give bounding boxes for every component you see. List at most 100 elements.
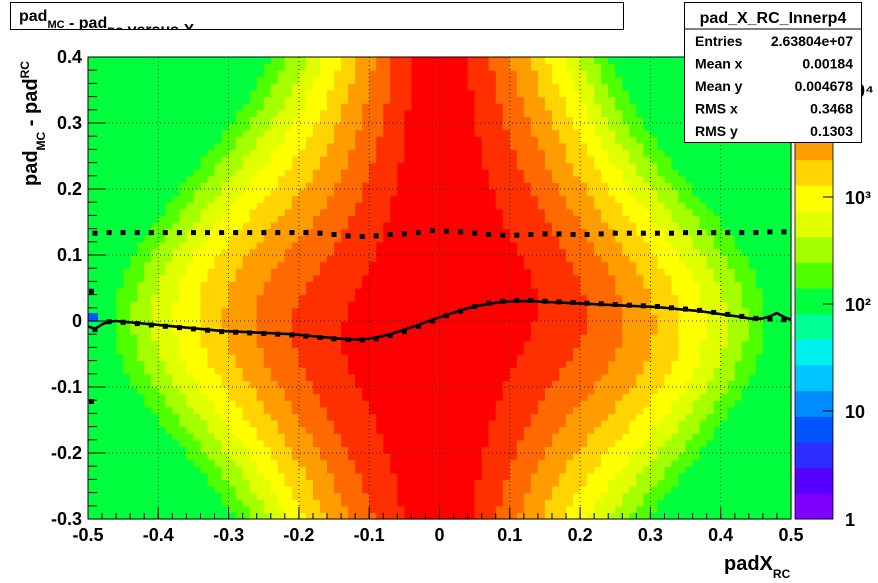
heatmap-cell [249, 380, 258, 388]
heatmap-cell [270, 426, 279, 434]
heatmap-cell [355, 156, 363, 164]
heatmap-cell [263, 433, 272, 441]
heatmap-cell [102, 149, 110, 157]
heatmap-cell [481, 149, 490, 157]
heatmap-cell [516, 453, 525, 461]
heatmap-cell [334, 354, 342, 362]
heatmap-cell [327, 288, 335, 296]
heatmap-cell [446, 281, 455, 289]
heatmap-cell [523, 241, 532, 249]
heatmap-cell [165, 420, 173, 428]
heatmap-cell [158, 109, 166, 117]
heatmap-cell [509, 109, 518, 117]
heatmap-cell [439, 406, 448, 414]
heatmap-cell [587, 354, 595, 362]
heatmap-cell [235, 142, 244, 150]
heatmap-cell [544, 466, 553, 474]
heatmap-cell [418, 63, 427, 71]
heatmap-cell [566, 393, 574, 401]
heatmap-cell [221, 387, 230, 395]
heatmap-cell [207, 195, 216, 203]
heatmap-cell [530, 433, 539, 441]
heatmap-cell [383, 426, 391, 434]
heatmap-cell [334, 321, 342, 329]
heatmap-cell [474, 354, 483, 362]
heatmap-cell [277, 63, 286, 71]
heatmap-cell [348, 479, 356, 487]
heatmap-cell [228, 70, 237, 78]
heatmap-cell [551, 182, 560, 190]
heatmap-cell [312, 63, 321, 71]
heatmap-cell [144, 307, 152, 315]
heatmap-cell [291, 446, 300, 454]
heatmap-cell [334, 123, 342, 131]
heatmap-cell [214, 453, 223, 461]
heatmap-cell [214, 314, 223, 322]
heatmap-cell [284, 222, 293, 230]
heatmap-cell [256, 109, 265, 117]
heatmap-cell [467, 307, 476, 315]
heatmap-cell [544, 307, 553, 315]
heatmap-cell [411, 241, 420, 249]
heatmap-cell [439, 129, 448, 137]
heatmap-cell [214, 479, 223, 487]
heatmap-cell [551, 387, 560, 395]
heatmap-cell [566, 327, 574, 335]
heatmap-cell [312, 314, 321, 322]
heatmap-cell [418, 472, 427, 480]
heatmap-cell [123, 96, 131, 104]
heatmap-cell [270, 57, 279, 65]
heatmap-cell [284, 512, 293, 520]
heatmap-cell [369, 169, 377, 177]
heatmap-cell [397, 202, 405, 210]
heatmap-cell [411, 116, 420, 124]
heatmap-cell [102, 367, 110, 375]
heatmap-cell [383, 90, 391, 98]
heatmap-cell [516, 373, 525, 381]
heatmap-cell [397, 334, 405, 342]
heatmap-cell [573, 360, 581, 368]
heatmap-cell [165, 202, 173, 210]
heatmap-cell [263, 195, 272, 203]
heatmap-cell [151, 222, 159, 230]
heatmap-cell [474, 393, 483, 401]
heatmap-cell [277, 393, 286, 401]
heatmap-cell [559, 255, 567, 263]
heatmap-cell [530, 156, 539, 164]
heatmap-cell [341, 426, 349, 434]
heatmap-cell [495, 109, 504, 117]
heatmap-cell [397, 367, 405, 375]
heatmap-cell [179, 241, 188, 249]
heatmap-cell [516, 248, 525, 256]
heatmap-cell [446, 406, 455, 414]
heatmap-cell [298, 123, 307, 131]
heatmap-cell [580, 486, 588, 494]
heatmap-cell [214, 492, 223, 500]
heatmap-cell [411, 446, 420, 454]
heatmap-cell [573, 340, 581, 348]
heatmap-cell [355, 360, 363, 368]
heatmap-cell [537, 129, 546, 137]
heatmap-cell [495, 116, 504, 124]
heatmap-cell [298, 466, 307, 474]
heatmap-cell [214, 472, 223, 480]
heatmap-cell [432, 83, 441, 91]
heatmap-cell [341, 400, 349, 408]
heatmap-cell [172, 281, 180, 289]
heatmap-cell [418, 327, 427, 335]
heatmap-cell [566, 76, 574, 84]
heatmap-cell [488, 406, 497, 414]
heatmap-cell [376, 123, 384, 131]
heatmap-cell [369, 268, 377, 276]
heatmap-cell [397, 156, 405, 164]
heatmap-cell [516, 354, 525, 362]
heatmap-cell [474, 175, 483, 183]
heatmap-cell [249, 486, 258, 494]
heatmap-cell [249, 189, 258, 197]
heatmap-cell [418, 189, 427, 197]
heatmap-cell [453, 373, 462, 381]
heatmap-cell [580, 103, 588, 111]
heatmap-cell [355, 222, 363, 230]
heatmap-cell [544, 215, 553, 223]
heatmap-cell [418, 380, 427, 388]
